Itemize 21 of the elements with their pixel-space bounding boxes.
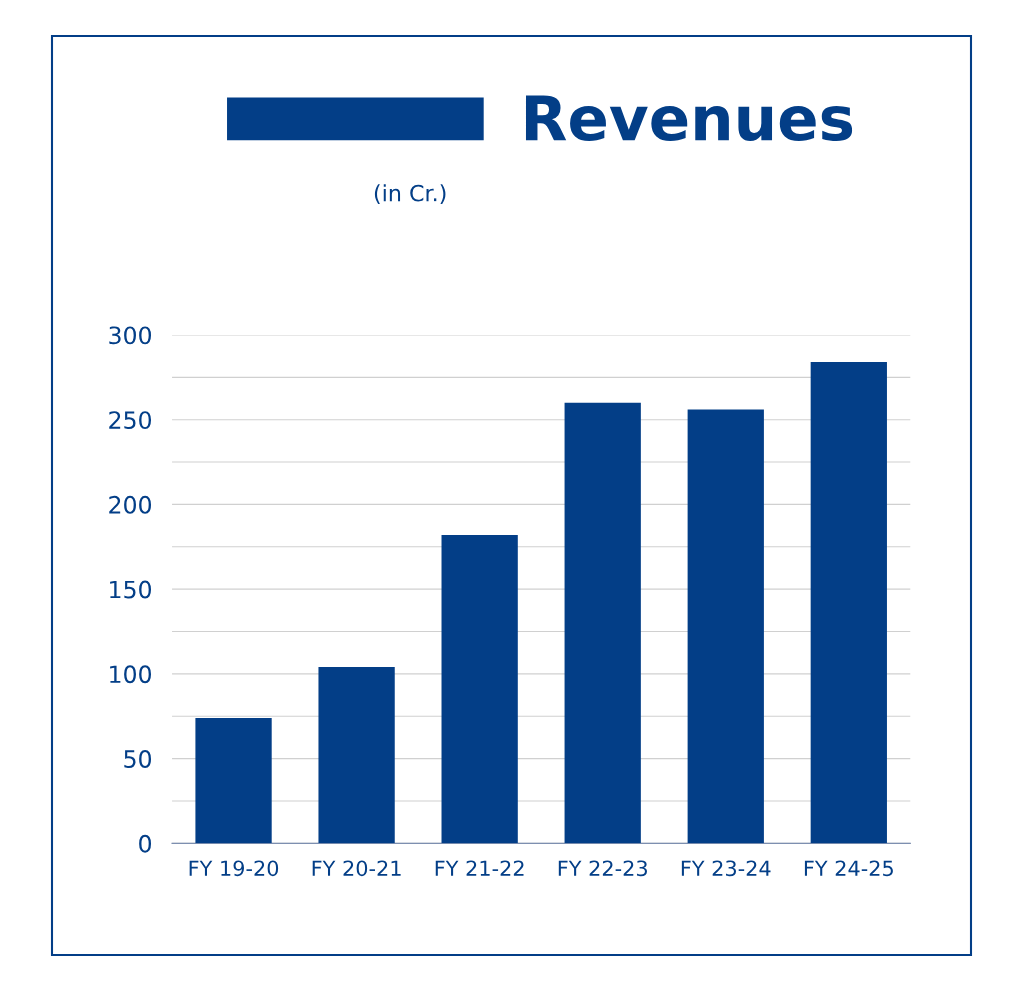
bar xyxy=(810,362,887,844)
x-tick-label: FY 23-24 xyxy=(681,860,771,877)
bar xyxy=(564,402,641,844)
bar xyxy=(687,409,764,844)
x-tick-label: FY 22-23 xyxy=(558,860,647,877)
legend-label: Revenues xyxy=(525,95,853,142)
y-tick-label: 250 xyxy=(109,411,152,429)
y-tick-label: 0 xyxy=(139,834,152,853)
x-tick-label: FY 24-25 xyxy=(804,860,893,877)
bar xyxy=(441,534,518,844)
y-tick-label: 50 xyxy=(124,750,152,768)
x-tick-label: FY 21-22 xyxy=(435,860,524,876)
x-tick-label: FY 19-20 xyxy=(189,860,279,877)
y-tick-label: 300 xyxy=(109,326,152,345)
y-tick-label: 200 xyxy=(109,495,152,514)
chart-subtitle: (in Cr.) xyxy=(374,184,446,205)
y-tick-label: 100 xyxy=(110,665,152,684)
bar xyxy=(318,667,395,844)
x-tick-label: FY 20-21 xyxy=(312,860,401,877)
y-tick-label: 150 xyxy=(110,580,152,599)
bar xyxy=(195,717,272,844)
